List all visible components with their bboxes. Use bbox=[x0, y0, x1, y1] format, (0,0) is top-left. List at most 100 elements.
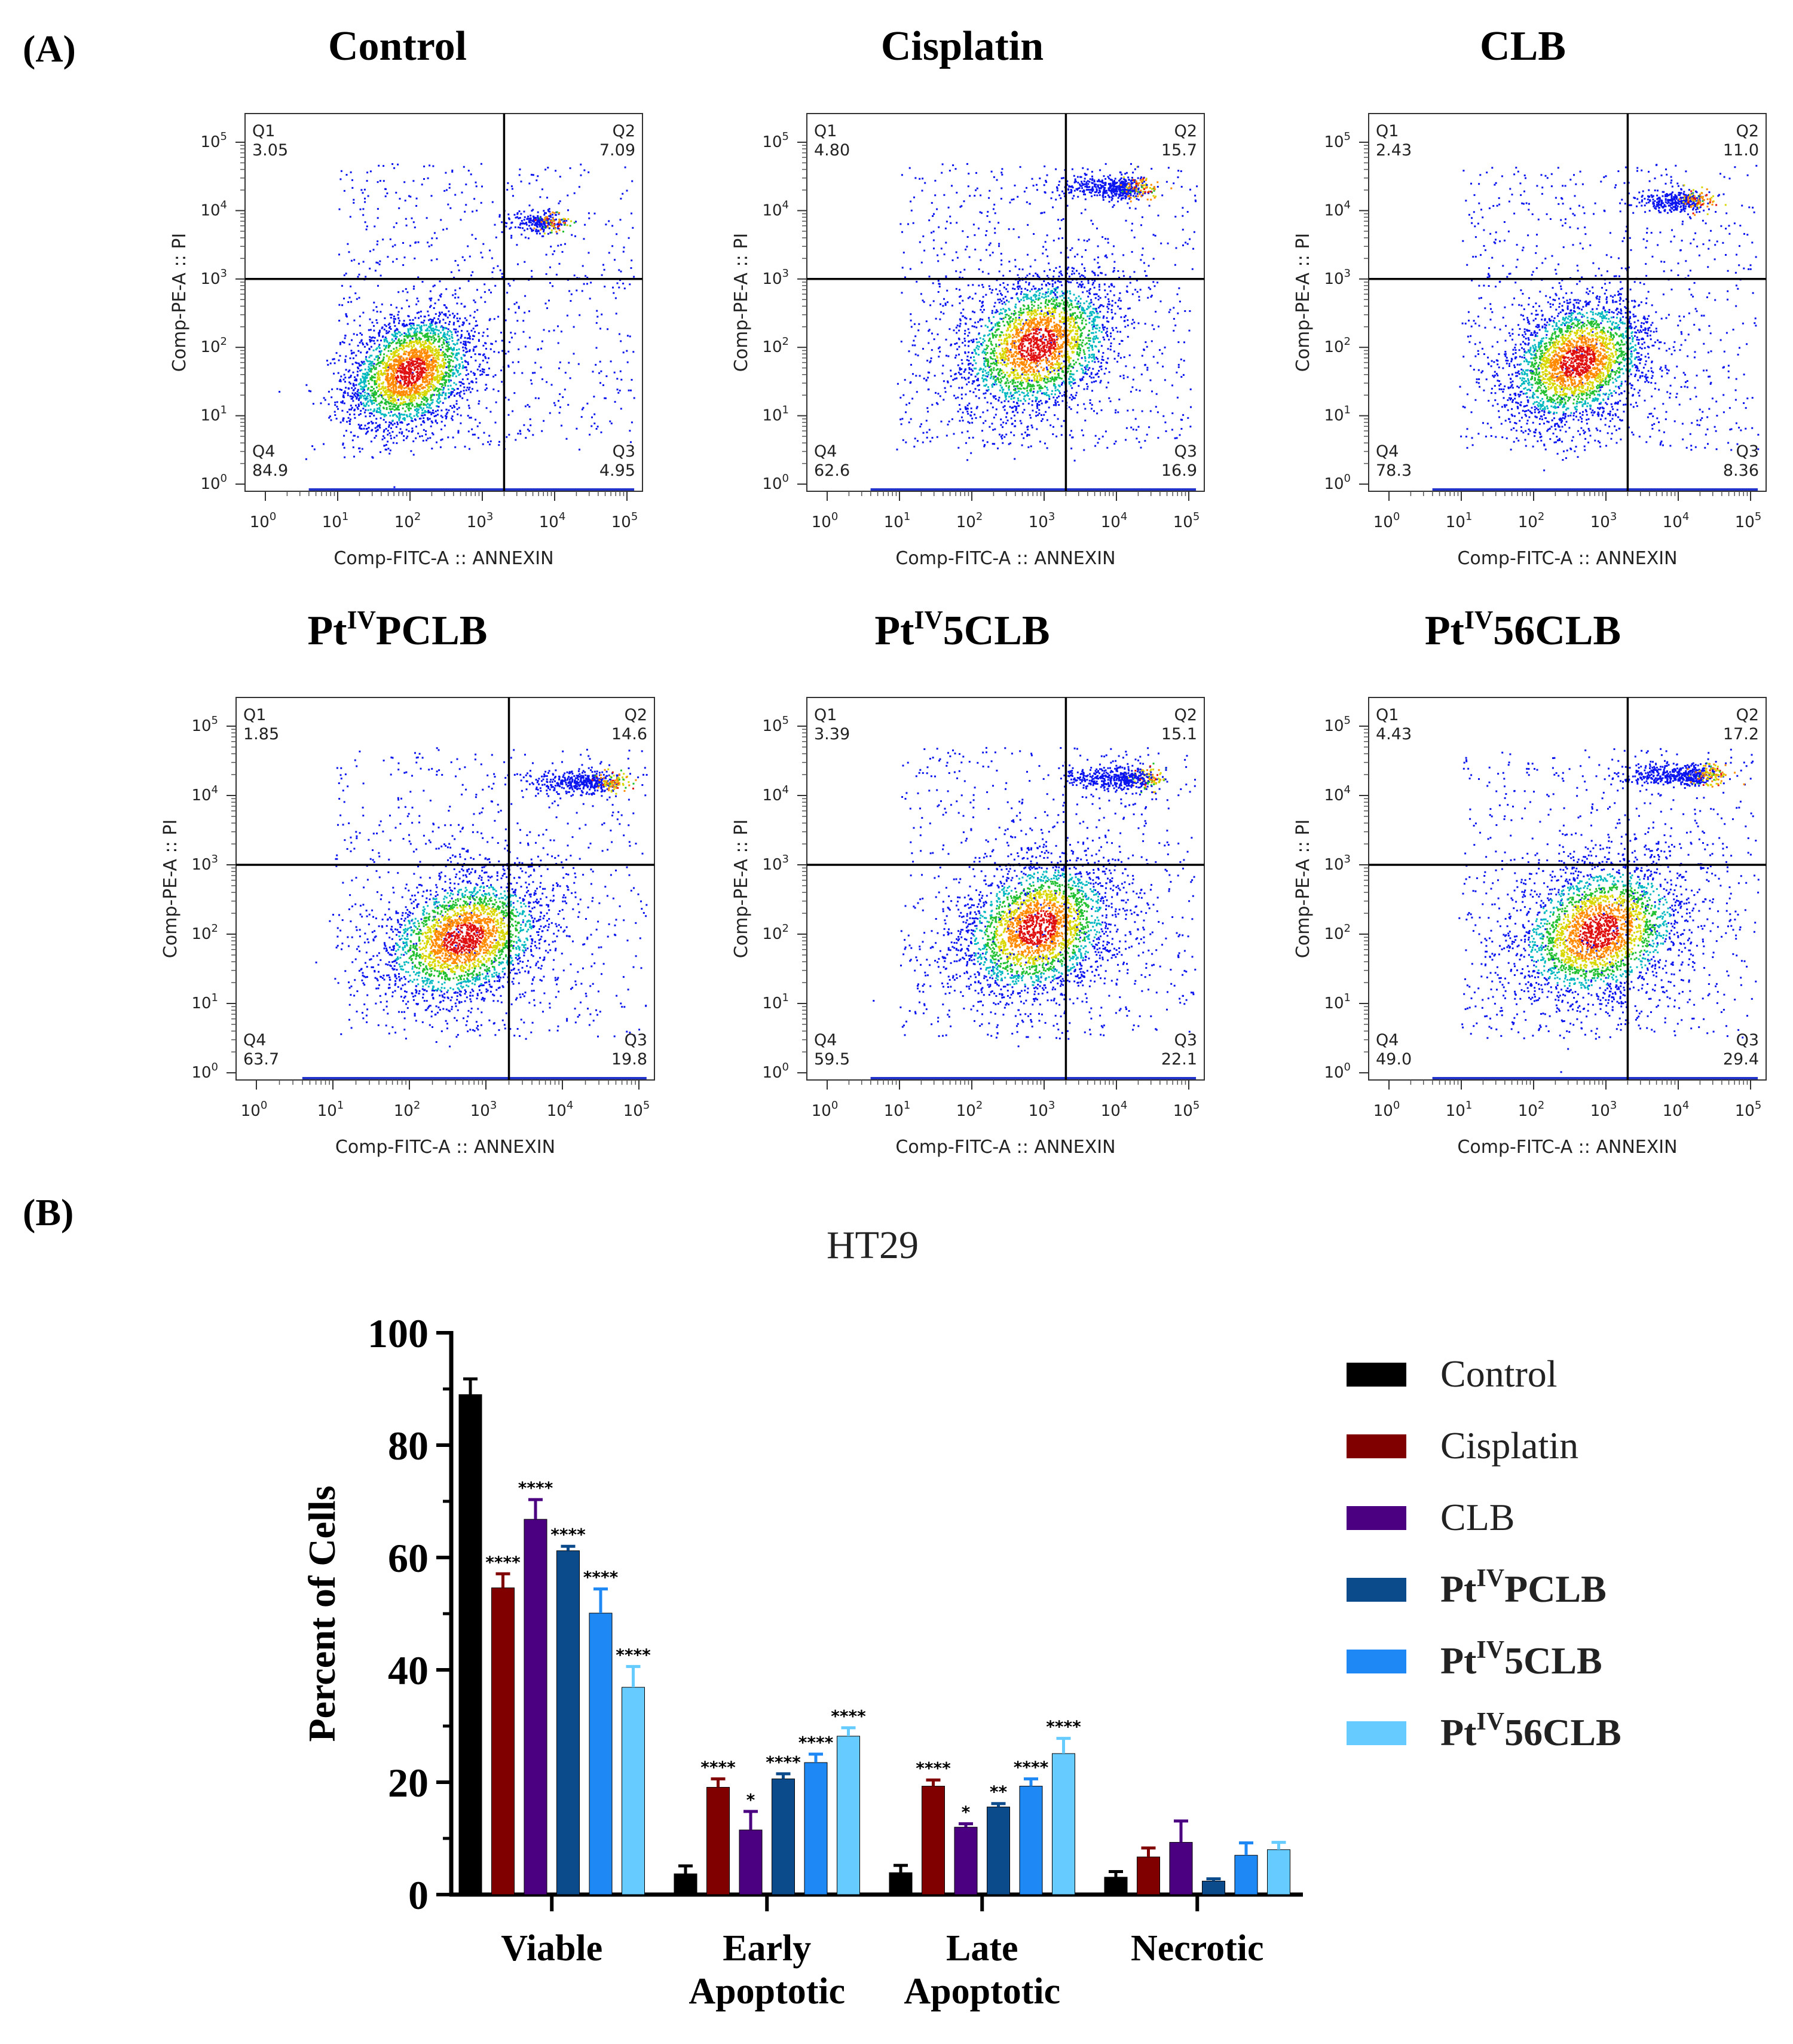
y-tick-exp: 5 bbox=[212, 714, 218, 727]
x-tick-label: 102 bbox=[1518, 510, 1545, 531]
y-tick-label: 102 bbox=[200, 335, 227, 356]
point-group bbox=[1578, 767, 1723, 950]
flow-plot-title: Control bbox=[328, 23, 467, 69]
y-tick-label: 100 bbox=[762, 1061, 789, 1082]
y-tick-exp: 5 bbox=[221, 130, 227, 143]
bar-ptiv56clb-late bbox=[1052, 1753, 1075, 1895]
x-tick-label: 100 bbox=[1373, 1099, 1400, 1120]
x-tick-exp: 1 bbox=[342, 510, 348, 523]
flow-plot-title-sup: IV bbox=[1464, 605, 1493, 634]
point-group bbox=[1005, 179, 1173, 374]
x-tick-label: 102 bbox=[394, 510, 421, 531]
y-tick-label: 103 bbox=[200, 267, 227, 288]
y-tick-label: 100 bbox=[368, 1311, 429, 1356]
legend-label-ptiv56clb: PtIV56CLB bbox=[1440, 1708, 1621, 1754]
category-label: Necrotic bbox=[1131, 1928, 1264, 1969]
x-tick-exp: 2 bbox=[1538, 510, 1544, 523]
y-axis-label: Comp-PE-A :: PI bbox=[731, 819, 752, 958]
quadrant-q3-name: Q3 bbox=[1174, 442, 1197, 461]
x-tick-label: 102 bbox=[956, 1099, 983, 1120]
quadrant-q3-value: 16.9 bbox=[1161, 461, 1197, 480]
x-tick-exp: 3 bbox=[487, 510, 493, 523]
flow-plot-title-rest: PCLB bbox=[376, 608, 488, 654]
legend-label-ptivpclb: PtIVPCLB bbox=[1440, 1565, 1607, 1610]
bars: ****************************************… bbox=[458, 1377, 1290, 1895]
category-label-line2: Apoptotic bbox=[904, 1971, 1060, 2012]
quadrant-q4-value: 63.7 bbox=[243, 1050, 279, 1069]
x-tick-exp: 0 bbox=[1393, 1099, 1400, 1112]
y-tick-label: 104 bbox=[1324, 784, 1351, 804]
flow-plot-title-base: Pt bbox=[1425, 608, 1464, 654]
legend-label-base: Control bbox=[1440, 1353, 1558, 1395]
x-tick-label: 103 bbox=[470, 1099, 497, 1120]
quadrant-q4-name: Q4 bbox=[1376, 442, 1399, 461]
x-tick-label: 104 bbox=[1663, 510, 1690, 531]
y-axis-title: Percent of Cells bbox=[301, 1486, 343, 1742]
point-group bbox=[395, 885, 533, 992]
legend-label-cisplatin: Cisplatin bbox=[1440, 1424, 1578, 1467]
y-tick-label: 104 bbox=[1324, 198, 1351, 219]
category-label-line2: Apoptotic bbox=[689, 1971, 845, 2012]
point-group bbox=[430, 769, 637, 965]
quadrant-q3-name: Q3 bbox=[1736, 442, 1759, 461]
x-tick-label: 103 bbox=[1029, 510, 1055, 531]
quadrant-q4-value: 78.3 bbox=[1376, 461, 1412, 480]
point-group bbox=[1566, 763, 1745, 960]
y-tick-exp: 0 bbox=[782, 472, 789, 485]
y-axis-label: Comp-PE-A :: PI bbox=[1293, 233, 1314, 372]
data-points bbox=[1458, 748, 1760, 1073]
quadrant-q2-value: 11.0 bbox=[1723, 141, 1759, 160]
bar-ptivpclb-necrotic bbox=[1202, 1880, 1225, 1895]
quadrant-q4-name: Q4 bbox=[1376, 1031, 1399, 1049]
x-tick-label: 101 bbox=[322, 510, 349, 531]
significance-label: **** bbox=[616, 1645, 651, 1664]
x-tick-label: 101 bbox=[317, 1099, 344, 1120]
bar-ptiv56clb-early bbox=[837, 1736, 860, 1895]
y-tick-label: 102 bbox=[191, 922, 218, 943]
x-tick-exp: 5 bbox=[1755, 1099, 1761, 1112]
y-tick-exp: 1 bbox=[1344, 992, 1351, 1004]
y-tick-label: 104 bbox=[200, 198, 227, 219]
x-tick-label: 103 bbox=[1029, 1099, 1055, 1120]
x-tick-label: 104 bbox=[1663, 1099, 1690, 1120]
y-tick-exp: 2 bbox=[1344, 335, 1351, 348]
y-tick-label: 103 bbox=[191, 853, 218, 874]
x-tick-label: 105 bbox=[611, 510, 638, 531]
y-tick-exp: 3 bbox=[221, 267, 227, 280]
y-tick-label: 101 bbox=[1324, 992, 1351, 1012]
y-tick-label: 101 bbox=[1324, 404, 1351, 425]
x-tick-exp: 2 bbox=[414, 510, 421, 523]
quadrant-q1-value: 3.05 bbox=[252, 141, 288, 160]
flow-plot-title: PtIVPCLB bbox=[307, 605, 487, 654]
y-tick-exp: 2 bbox=[221, 335, 227, 348]
bar-clb-necrotic bbox=[1169, 1842, 1193, 1895]
quadrant-q2-name: Q2 bbox=[1736, 706, 1759, 724]
x-tick-label: 102 bbox=[394, 1099, 421, 1120]
y-tick-exp: 0 bbox=[1344, 472, 1351, 485]
quadrant-q1-name: Q1 bbox=[252, 122, 275, 140]
y-tick-exp: 2 bbox=[1344, 922, 1351, 935]
bar-chart-title: HT29 bbox=[827, 1223, 919, 1267]
point-group bbox=[984, 763, 1167, 975]
x-axis-label: Comp-FITC-A :: ANNEXIN bbox=[895, 548, 1115, 569]
legend-swatch-cisplatin bbox=[1347, 1434, 1406, 1458]
x-tick-label: 103 bbox=[1590, 1099, 1617, 1120]
y-tick-label: 80 bbox=[388, 1423, 429, 1468]
y-tick-exp: 1 bbox=[782, 992, 789, 1004]
quadrant-q1-value: 2.43 bbox=[1376, 141, 1412, 160]
point-group bbox=[1005, 769, 1162, 957]
x-tick-exp: 5 bbox=[1193, 1099, 1200, 1112]
bar-cisplatin-viable bbox=[491, 1587, 515, 1895]
y-tick-exp: 5 bbox=[1344, 714, 1351, 727]
bar-control-early bbox=[674, 1873, 697, 1895]
significance-label: **** bbox=[831, 1706, 866, 1726]
category-label: Late bbox=[946, 1928, 1018, 1969]
y-tick-label: 102 bbox=[762, 922, 789, 943]
quadrant-q2-name: Q2 bbox=[1174, 706, 1197, 724]
x-tick-exp: 5 bbox=[1193, 510, 1200, 523]
legend-swatch-ptivpclb bbox=[1347, 1578, 1406, 1602]
point-group bbox=[972, 287, 1103, 402]
quadrant-q2-name: Q2 bbox=[1736, 122, 1759, 140]
flow-plot-title: Cisplatin bbox=[881, 23, 1044, 69]
